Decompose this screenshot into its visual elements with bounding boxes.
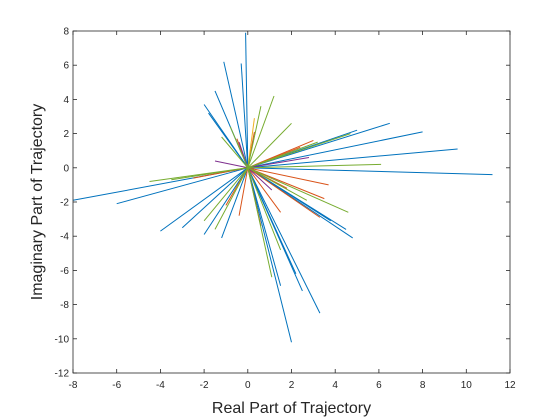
- trajectory-line-0-8: [247, 167, 292, 343]
- trajectory-line-0-20: [181, 167, 249, 229]
- tick-labels-layer: -8 -6 -4 -2 0 2 4 6 8 10 12 -12 -10 -8 -6 -4 -2 0 2 4 6 8: [55, 27, 516, 392]
- trajectory-line-0-13: [247, 131, 423, 169]
- trajectory-line-4-5: [247, 167, 349, 213]
- trajectory-line-0-9: [247, 167, 321, 314]
- trajectory-line-4-14: [221, 136, 249, 169]
- plot-box: [72, 30, 511, 374]
- trajectory-line-1-7: [247, 167, 282, 213]
- trajectory-line-4-3: [247, 106, 262, 168]
- trajectory-line-2-0: [247, 118, 255, 168]
- y-tick-label: -4: [60, 232, 69, 243]
- y-tick-label: 2: [63, 129, 69, 140]
- trajectory-line-0-2: [160, 167, 249, 232]
- x-axis-title: Real Part of Trajectory: [212, 400, 371, 417]
- x-tick-label: -6: [112, 380, 121, 391]
- data-layer: [72, 32, 493, 343]
- trajectory-line-3-0: [247, 157, 310, 169]
- y-tick-label: -6: [60, 266, 69, 277]
- trajectory-line-4-7: [247, 167, 273, 278]
- trajectory-line-3-1: [214, 160, 248, 169]
- x-tick-label: 10: [461, 380, 473, 391]
- y-axis-title: Imaginary Part of Trajectory: [29, 104, 46, 301]
- x-tick-label: 0: [245, 380, 251, 391]
- trajectory-line-4-15: [247, 167, 282, 251]
- y-tick-label: -8: [60, 300, 69, 311]
- trajectory-line-0-7: [245, 32, 249, 168]
- trajectory-line-0-4: [221, 167, 249, 239]
- x-tick-label: -4: [156, 380, 165, 391]
- x-tick-label: -8: [69, 380, 78, 391]
- trajectory-line-0-24: [247, 167, 297, 275]
- trajectory-line-4-2: [247, 95, 275, 168]
- y-tick-label: -2: [60, 198, 69, 209]
- trajectory-line-4-1: [149, 167, 248, 182]
- trajectory-line-0-18: [247, 167, 282, 286]
- x-tick-label: 2: [289, 380, 295, 391]
- trajectory-line-0-1: [116, 167, 248, 205]
- x-tick-label: -2: [200, 380, 209, 391]
- trajectory-line-4-6: [247, 163, 382, 169]
- trajectory-line-4-11: [247, 167, 308, 201]
- trajectory-line-4-13: [247, 122, 292, 169]
- trajectory-line-0-23: [247, 167, 332, 222]
- trajectory-line-1-3: [247, 167, 329, 186]
- x-tick-label: 4: [332, 380, 338, 391]
- trajectory-line-0-5: [223, 61, 249, 168]
- trajectory-line-0-15: [247, 167, 493, 176]
- y-tick-label: -12: [55, 369, 70, 380]
- y-tick-label: 4: [63, 95, 69, 106]
- trajectory-line-1-10: [238, 167, 249, 216]
- y-tick-label: 0: [63, 163, 69, 174]
- trajectory-line-4-10: [203, 167, 249, 222]
- x-tick-label: 6: [376, 380, 382, 391]
- trajectory-line-4-4: [247, 133, 351, 169]
- trajectory-line-0-6: [240, 63, 249, 168]
- trajectory-line-0-22: [208, 112, 249, 169]
- trajectory-line-0-3: [203, 167, 249, 235]
- x-tick-label: 12: [504, 380, 516, 391]
- trajectory-line-1-0: [247, 167, 321, 218]
- trajectory-line-4-12: [229, 126, 249, 168]
- trajectory-line-0-14: [247, 148, 458, 169]
- y-tick-label: 8: [63, 27, 69, 38]
- trajectory-line-4-9: [247, 141, 318, 169]
- trajectory-line-3-2: [247, 167, 273, 191]
- plot-background: [73, 31, 510, 373]
- trajectory-line-4-8: [214, 167, 249, 230]
- x-tick-label: 8: [420, 380, 426, 391]
- y-tick-label: 6: [63, 61, 69, 72]
- y-tick-label: -10: [55, 334, 70, 345]
